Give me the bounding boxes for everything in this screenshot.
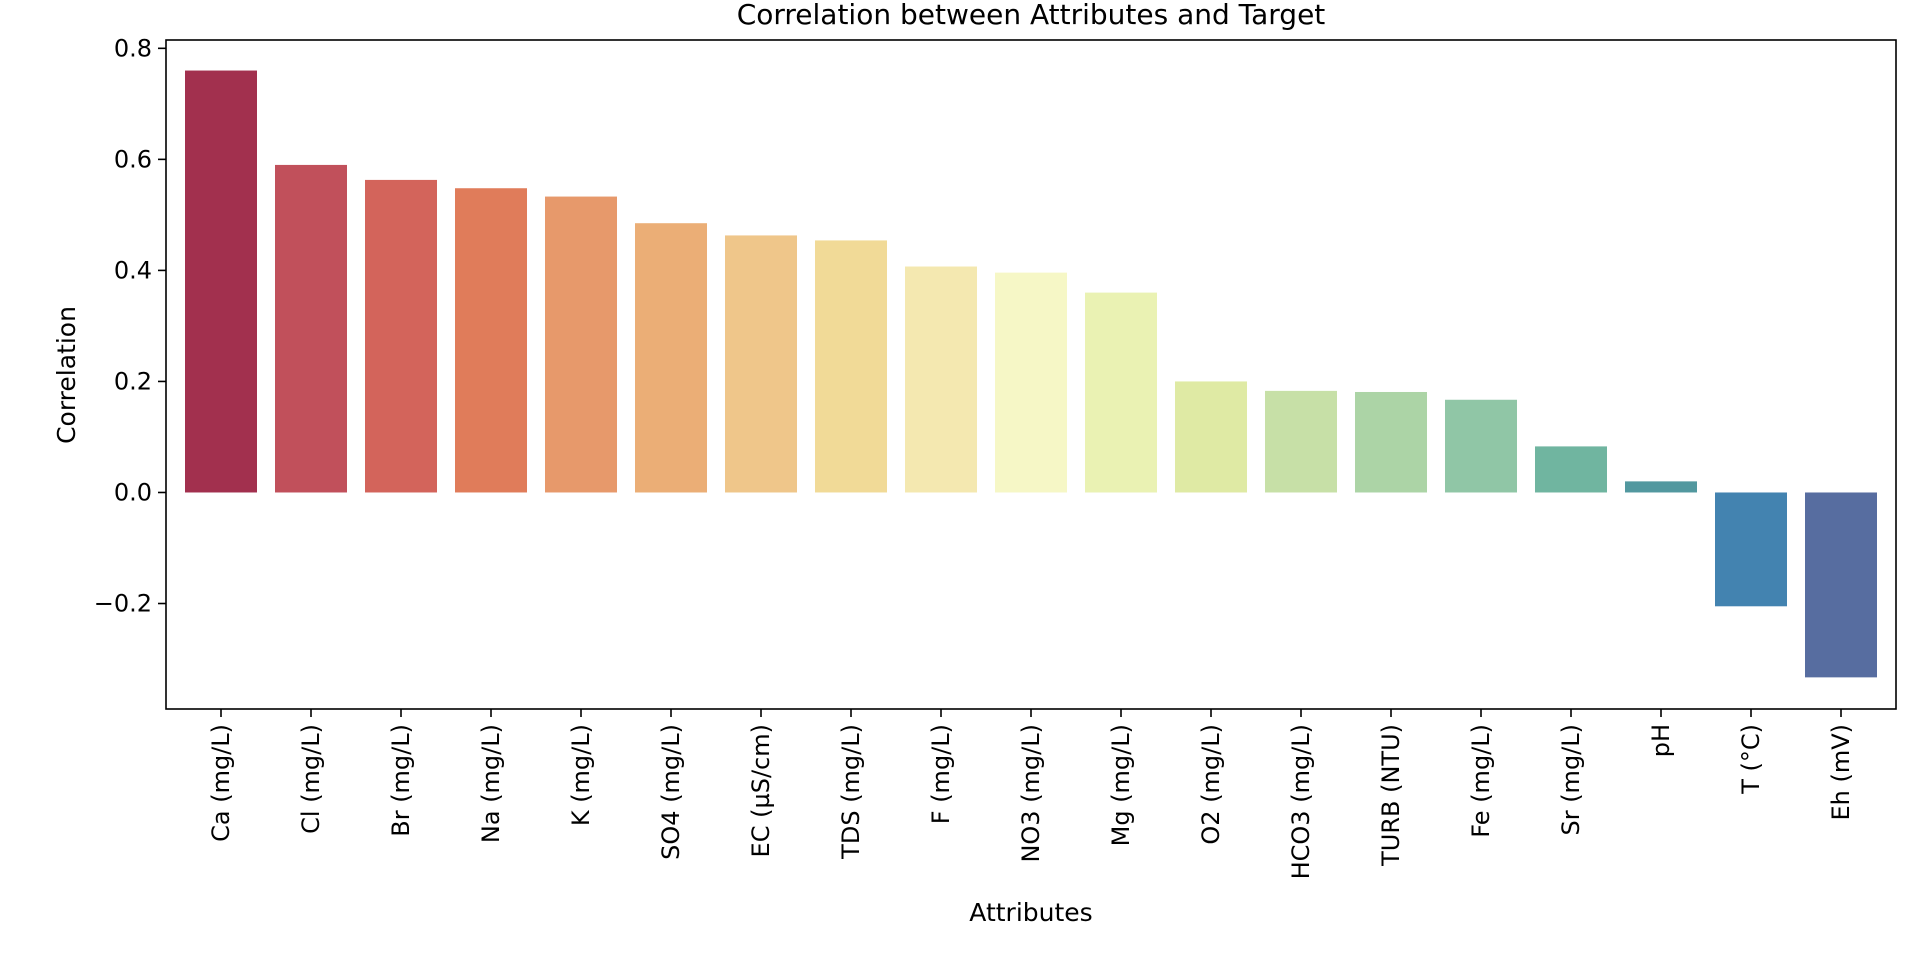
bar — [995, 272, 1067, 493]
bar — [725, 235, 797, 493]
bar — [1625, 481, 1697, 493]
x-tick-label: NO3 (mg/L) — [1017, 724, 1045, 863]
y-tick-label: 0.4 — [114, 256, 152, 284]
y-tick-label: 0.2 — [114, 367, 152, 395]
y-tick-label: −0.2 — [94, 590, 152, 618]
x-tick-label: EC (µS/cm) — [747, 724, 775, 857]
bar — [635, 223, 707, 493]
plot-frame — [165, 39, 1897, 710]
bar — [1535, 446, 1607, 493]
y-tick-label: 0.8 — [114, 34, 152, 62]
x-tick-label: SO4 (mg/L) — [657, 724, 685, 860]
y-axis-ticks: −0.2 0.0 0.2 0.4 0.6 0.8 — [94, 34, 166, 618]
x-tick-label: K (mg/L) — [567, 724, 595, 826]
x-tick-label: pH — [1647, 724, 1675, 757]
x-tick-label: HCO3 (mg/L) — [1287, 724, 1315, 879]
x-tick-label: Na (mg/L) — [477, 724, 505, 843]
bar — [1445, 399, 1517, 493]
bar — [1085, 292, 1157, 493]
x-tick-label: Sr (mg/L) — [1557, 724, 1585, 836]
x-tick-label: Br (mg/L) — [387, 724, 415, 837]
x-tick-label: TDS (mg/L) — [837, 724, 865, 860]
x-tick-label: Mg (mg/L) — [1107, 724, 1135, 846]
bar — [275, 164, 347, 493]
y-tick-label: 0.6 — [114, 145, 152, 173]
bars-group — [185, 70, 1877, 678]
bar — [815, 240, 887, 493]
x-tick-label: TURB (NTU) — [1377, 724, 1405, 867]
x-tick-label: Fe (mg/L) — [1467, 724, 1495, 838]
bar — [185, 70, 257, 493]
bar — [1265, 390, 1337, 493]
x-tick-label: O2 (mg/L) — [1197, 724, 1225, 845]
bar — [1715, 492, 1787, 607]
bar — [1175, 381, 1247, 493]
chart-title: Correlation between Attributes and Targe… — [737, 0, 1326, 31]
x-tick-label: T (°C) — [1737, 724, 1765, 795]
bar — [455, 188, 527, 493]
bar — [905, 266, 977, 493]
x-tick-label: F (mg/L) — [927, 724, 955, 824]
y-tick-label: 0.0 — [114, 478, 152, 506]
x-axis-label: Attributes — [969, 898, 1092, 927]
bar — [365, 179, 437, 493]
bar — [545, 196, 617, 493]
y-axis-label: Correlation — [52, 306, 81, 444]
x-tick-label: Eh (mV) — [1827, 724, 1855, 821]
x-tick-label: Ca (mg/L) — [207, 724, 235, 842]
bar — [1355, 391, 1427, 493]
bar — [1805, 492, 1877, 678]
x-axis-ticks: Ca (mg/L) Cl (mg/L) Br (mg/L) Na (mg/L) K (m… — [207, 709, 1855, 879]
x-tick-label: Cl (mg/L) — [297, 724, 325, 834]
